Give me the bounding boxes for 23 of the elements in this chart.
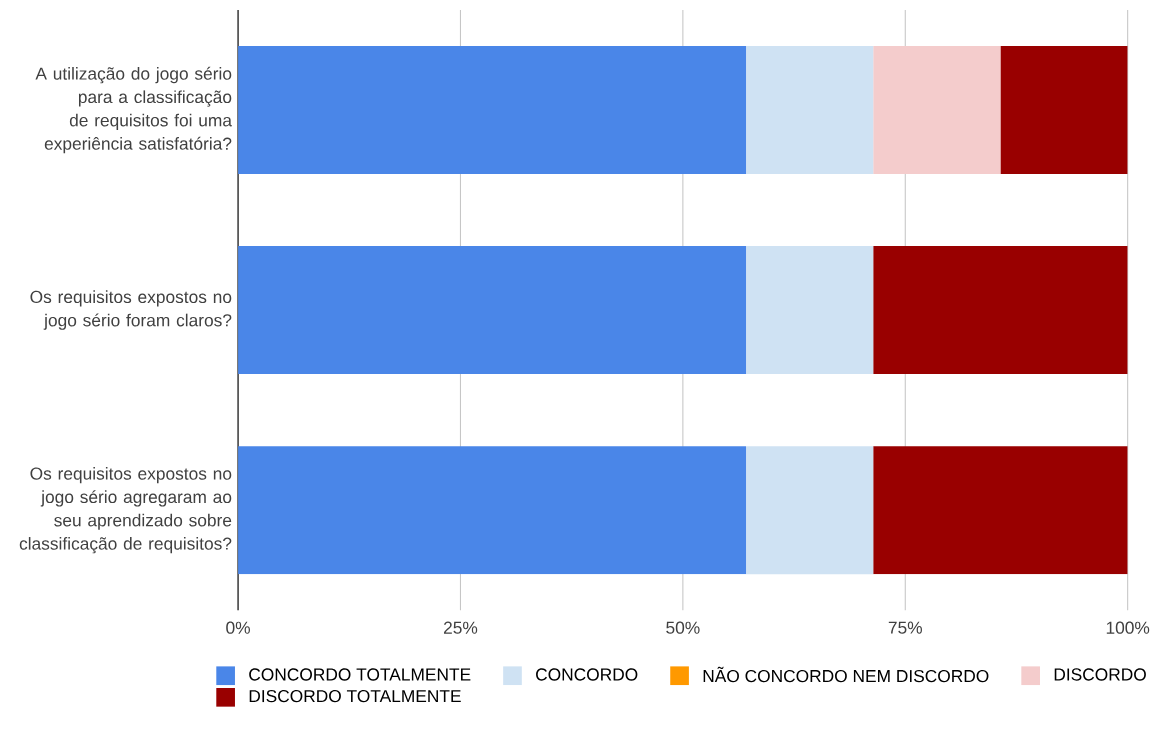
bar <box>1000 46 1128 175</box>
y-tick-label: Os requisitos expostos no jogo sério agregaram ao seu aprendizado sobre classificação de requisitos? <box>19 467 232 554</box>
bar <box>746 46 874 175</box>
bar <box>746 246 874 375</box>
legend-label: DISCORDO <box>1054 668 1146 681</box>
legend-label: CONCORDO TOTALMENTE <box>249 668 471 681</box>
bar <box>238 46 747 175</box>
x-tick-label: 25% <box>443 621 478 635</box>
legend-label: DISCORDO TOTALMENTE <box>249 690 461 703</box>
y-tick-label: A utilização do jogo sério para a classificação de requisitos foi uma experiência satisfatória? <box>35 67 232 154</box>
bar <box>238 446 747 575</box>
bar <box>873 46 1001 175</box>
y-tick-label: Os requisitos expostos no jogo sério foram claros? <box>30 290 232 331</box>
x-tick-label: 75% <box>888 621 922 634</box>
x-tick-label: 100% <box>1106 621 1150 635</box>
bar <box>746 446 874 575</box>
x-tick-label: 0% <box>226 621 250 635</box>
legend-label: CONCORDO <box>536 668 638 681</box>
bar <box>238 246 747 375</box>
x-tick-label: 50% <box>666 621 700 635</box>
legend-label: NÃO CONCORDO NEM DISCORDO <box>703 667 989 683</box>
bar <box>873 246 1128 375</box>
bar <box>873 446 1128 575</box>
